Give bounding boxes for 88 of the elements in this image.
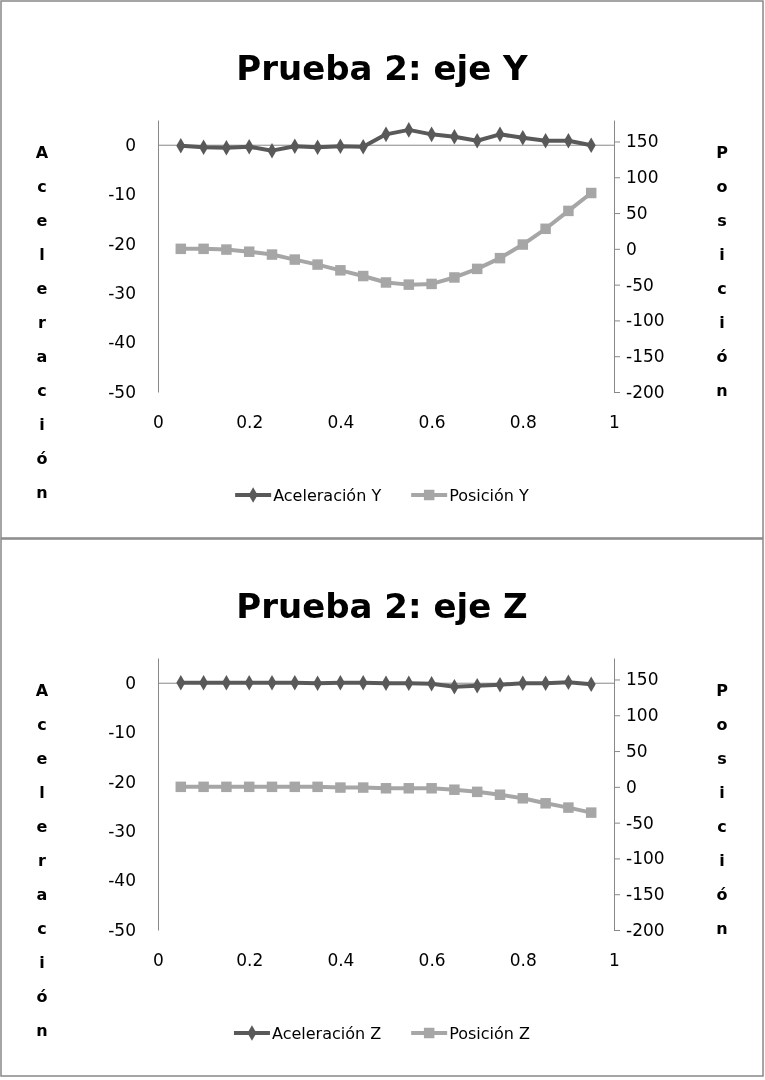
point <box>426 783 437 794</box>
point <box>563 802 574 813</box>
y-tick-label: -30 <box>108 821 136 842</box>
point <box>221 244 232 255</box>
point <box>266 249 278 260</box>
y2-tick-label: -150 <box>626 346 665 367</box>
x-tick-label: 0.6 <box>418 950 446 971</box>
y-tick-label: 0 <box>125 134 136 155</box>
point <box>335 265 346 276</box>
x-tick-label: 0.8 <box>509 412 537 433</box>
text: Aceleración <box>35 143 49 502</box>
x-tick-label: 0.4 <box>327 412 355 433</box>
y2-tick-label: -200 <box>626 919 665 940</box>
legend-label: Aceleración Y <box>273 486 382 505</box>
y2-tick-label: 50 <box>626 202 648 223</box>
point <box>471 263 483 275</box>
chart-title: Prueba 2: eje Y <box>236 48 529 88</box>
point <box>357 270 369 282</box>
y2-tick-label: 0 <box>626 238 637 259</box>
x-tick-label: 0 <box>153 412 164 433</box>
point <box>198 781 209 793</box>
point <box>357 782 369 793</box>
point <box>175 243 187 255</box>
y-tick-label: -30 <box>108 283 136 304</box>
point <box>449 272 460 283</box>
point <box>335 782 346 793</box>
y2-tick-label: -100 <box>626 848 665 869</box>
y2-tick-label: -100 <box>626 310 665 331</box>
y2-tick-label: 0 <box>626 776 637 797</box>
point <box>403 783 415 794</box>
point <box>380 783 392 794</box>
y2-tick-label: 100 <box>626 705 659 726</box>
x-tick-label: 0.2 <box>236 950 264 971</box>
point <box>243 246 255 257</box>
point <box>289 254 301 265</box>
point <box>426 278 437 290</box>
y-tick-label: -40 <box>108 332 136 353</box>
x-tick-label: 0.8 <box>509 950 537 971</box>
point <box>221 781 232 793</box>
y-tick-label: -50 <box>108 381 136 402</box>
point <box>243 781 255 793</box>
legend-label: Posición Z <box>449 1024 531 1043</box>
y-tick-label: -40 <box>108 870 136 891</box>
x-tick-label: 1 <box>609 950 620 971</box>
y2-axis-title: Posición <box>716 143 729 400</box>
y2-tick-label: 150 <box>626 131 659 152</box>
x-tick-label: 0.4 <box>327 950 355 971</box>
y-tick-label: -50 <box>108 919 136 940</box>
point <box>585 187 597 199</box>
point <box>380 277 392 288</box>
legend-label: Posición Y <box>449 486 530 505</box>
point <box>403 279 415 290</box>
point <box>312 259 323 270</box>
y-tick-label: -10 <box>108 184 136 205</box>
point <box>517 239 529 250</box>
chart-title: Prueba 2: eje Z <box>236 586 528 626</box>
point <box>494 252 506 264</box>
y-tick-label: -10 <box>108 722 136 743</box>
y-tick-label: -20 <box>108 233 136 254</box>
x-tick-label: 0 <box>153 950 164 971</box>
point <box>540 798 551 809</box>
point <box>517 793 529 804</box>
y2-axis-title: Posición <box>716 681 729 938</box>
point <box>289 781 301 793</box>
point <box>198 243 209 255</box>
point <box>540 223 551 235</box>
point <box>471 786 483 798</box>
point <box>585 807 597 818</box>
y2-tick-label: 50 <box>626 740 648 761</box>
point <box>312 781 323 793</box>
y-tick-label: -20 <box>108 771 136 792</box>
point <box>494 789 506 800</box>
point <box>175 781 187 793</box>
y-tick-label: 0 <box>125 672 136 693</box>
y2-tick-label: -200 <box>626 381 665 402</box>
y2-tick-label: -50 <box>626 812 654 833</box>
legend-label: Aceleración Z <box>271 1024 382 1043</box>
y2-tick-label: 100 <box>626 167 659 188</box>
y2-tick-label: -50 <box>626 274 654 295</box>
point <box>563 205 574 217</box>
x-tick-label: 0.2 <box>236 412 264 433</box>
point <box>266 781 278 793</box>
y2-tick-label: -150 <box>626 884 665 905</box>
x-tick-label: 1 <box>609 412 620 433</box>
text: Aceleración <box>35 681 49 1040</box>
point <box>449 784 460 795</box>
x-tick-label: 0.6 <box>418 412 446 433</box>
y2-tick-label: 150 <box>626 669 659 690</box>
